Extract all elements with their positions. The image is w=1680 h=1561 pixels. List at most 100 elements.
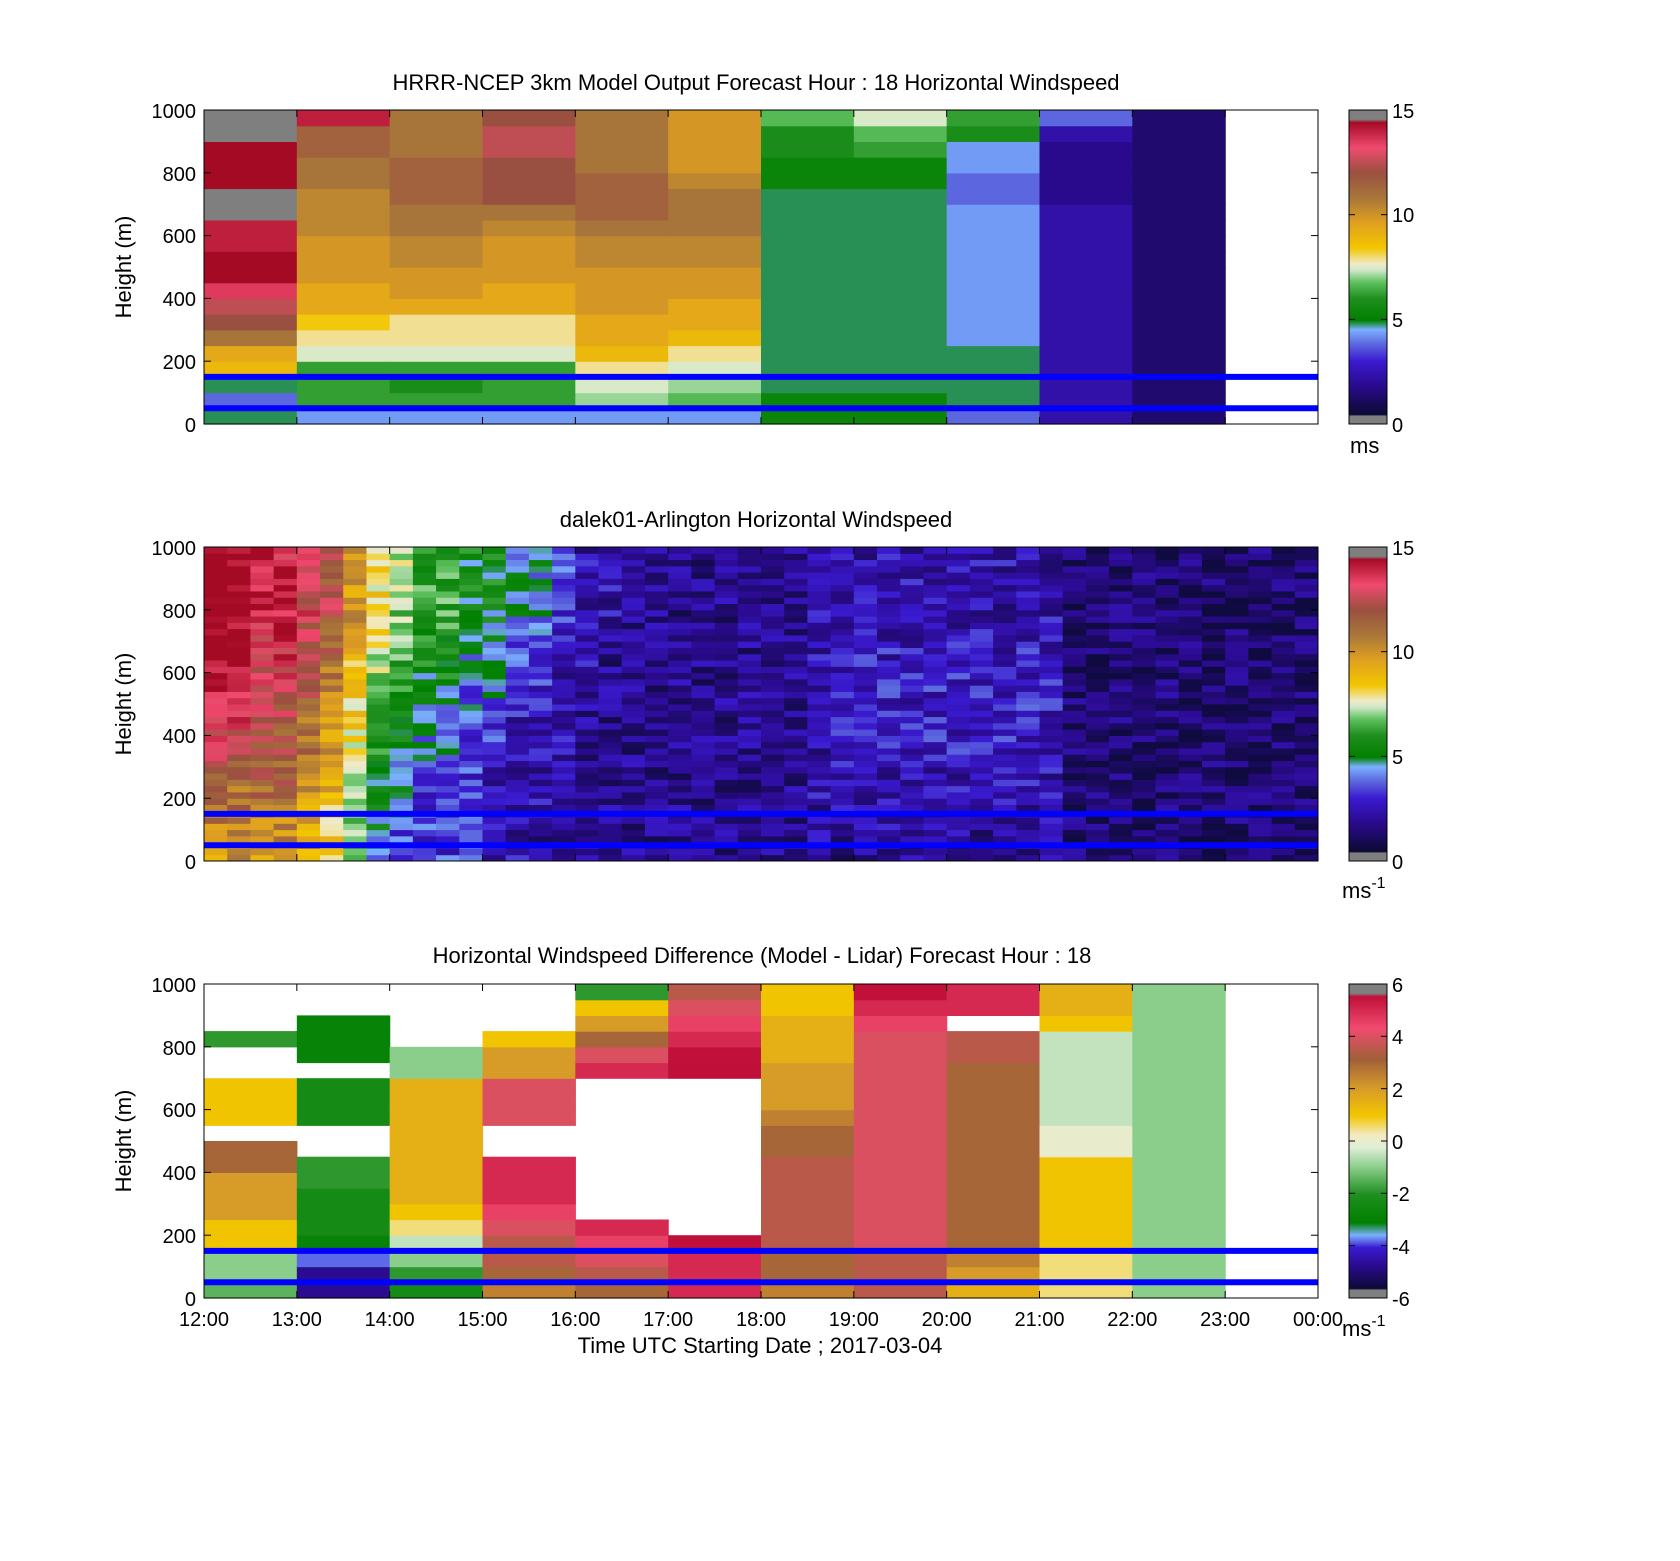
heatmap-cell [807,653,832,661]
heatmap-cell [784,641,808,648]
heatmap-cell [1201,666,1226,674]
heatmap-cell [528,760,553,768]
heatmap-cell [552,704,576,711]
heatmap-cell [459,572,483,579]
heatmap-cell [946,798,971,805]
heatmap-cell [389,729,414,736]
heatmap-cell [412,553,437,561]
heatmap-cell [784,817,808,824]
heatmap-cell [1109,704,1133,711]
heatmap-cell [204,553,228,561]
heatmap-cell [900,729,924,736]
heatmap-cell [644,722,669,730]
heatmap-cell [389,125,484,142]
heatmap-cell [575,672,600,680]
heatmap-cell [993,773,1017,780]
heatmap-cell [761,1015,855,1032]
heatmap-cell [204,817,228,824]
heatmap-cell [923,754,948,762]
heatmap-cell [761,1219,855,1236]
heatmap-cell [853,547,878,554]
panel-lidar-colorbar-ticks [1349,546,1387,862]
heatmap-cell [250,747,275,755]
heatmap-cell [807,729,832,736]
heatmap-cell [482,1046,576,1064]
heatmap-cell [1294,590,1319,598]
heatmap-cell [227,697,251,705]
heatmap-cell [320,722,344,730]
heatmap-cell [575,798,600,805]
heatmap-cell [877,760,901,768]
heatmap-cell [528,678,553,686]
heatmap-cell [668,219,762,237]
heatmap-cell [668,361,762,378]
panel-difference-ticks [203,983,1319,1299]
heatmap-cell [1109,766,1133,774]
heatmap-cell [412,578,437,586]
heatmap-cell [761,1188,855,1205]
heatmap-cell [482,204,576,221]
heatmap-cell [296,641,321,648]
heatmap-cell [250,823,275,831]
heatmap-cell [621,590,646,598]
panel-model-y-axis-label: Height (m) [111,216,136,319]
heatmap-cell [1294,747,1319,755]
heatmap-cell [1201,710,1226,718]
heatmap-cell [1109,559,1133,567]
heatmap-cell [250,572,275,579]
heatmap-cell [969,590,994,598]
heatmap-cell [1062,741,1087,749]
heatmap-cell [784,779,808,787]
heatmap-cell [412,722,437,730]
heatmap-cell [1271,785,1296,793]
heatmap-cell [969,823,994,831]
heatmap-cell [1039,754,1064,762]
heatmap-cell [900,829,924,837]
heatmap-cell [691,678,716,686]
heatmap-cell [668,754,692,762]
heatmap-cell [644,653,669,661]
heatmap-cell [1039,653,1064,661]
heatmap-cell [482,1266,576,1283]
heatmap-cell [296,609,321,617]
heatmap-cell [807,647,832,655]
heatmap-cell [1109,572,1133,579]
heatmap-cell [714,785,739,793]
heatmap-cell [320,565,344,573]
heatmap-cell [900,766,924,774]
heatmap-cell [389,628,414,636]
heatmap-cell [691,641,716,648]
heatmap-cell [668,628,692,636]
heatmap-cell [1132,704,1157,711]
heatmap-cell [1178,634,1203,642]
heatmap-cell [900,653,924,661]
heatmap-cell [273,666,298,674]
heatmap-cell [668,666,692,674]
heatmap-cell [1201,779,1226,787]
heatmap-cell [552,754,576,762]
heatmap-cell [737,641,762,648]
heatmap-cell [1178,791,1203,799]
heatmap-cell [552,710,576,718]
heatmap-cell [1039,188,1133,205]
heatmap-cell [969,678,994,686]
heatmap-cell [296,267,391,284]
heatmap-cell [250,710,275,718]
heatmap-cell [668,609,692,617]
heatmap-cell [1109,628,1133,636]
heatmap-cell [714,666,739,674]
heatmap-cell [853,267,948,284]
heatmap-cell [343,547,367,554]
heatmap-cell [204,622,228,630]
heatmap-cell [482,1250,576,1268]
heatmap-cell [644,666,669,674]
heatmap-cell [320,773,344,780]
panel-model-title: HRRR-NCEP 3km Model Output Forecast Hour… [392,70,1119,95]
heatmap-cell [900,798,924,805]
heatmap-cell [993,798,1017,805]
heatmap-cell [412,672,437,680]
heatmap-cell [853,1203,948,1221]
heatmap-cell [1132,1125,1226,1142]
panel-difference-title: Horizontal Windspeed Difference (Model -… [433,943,1092,968]
heatmap-cell [668,1235,762,1252]
